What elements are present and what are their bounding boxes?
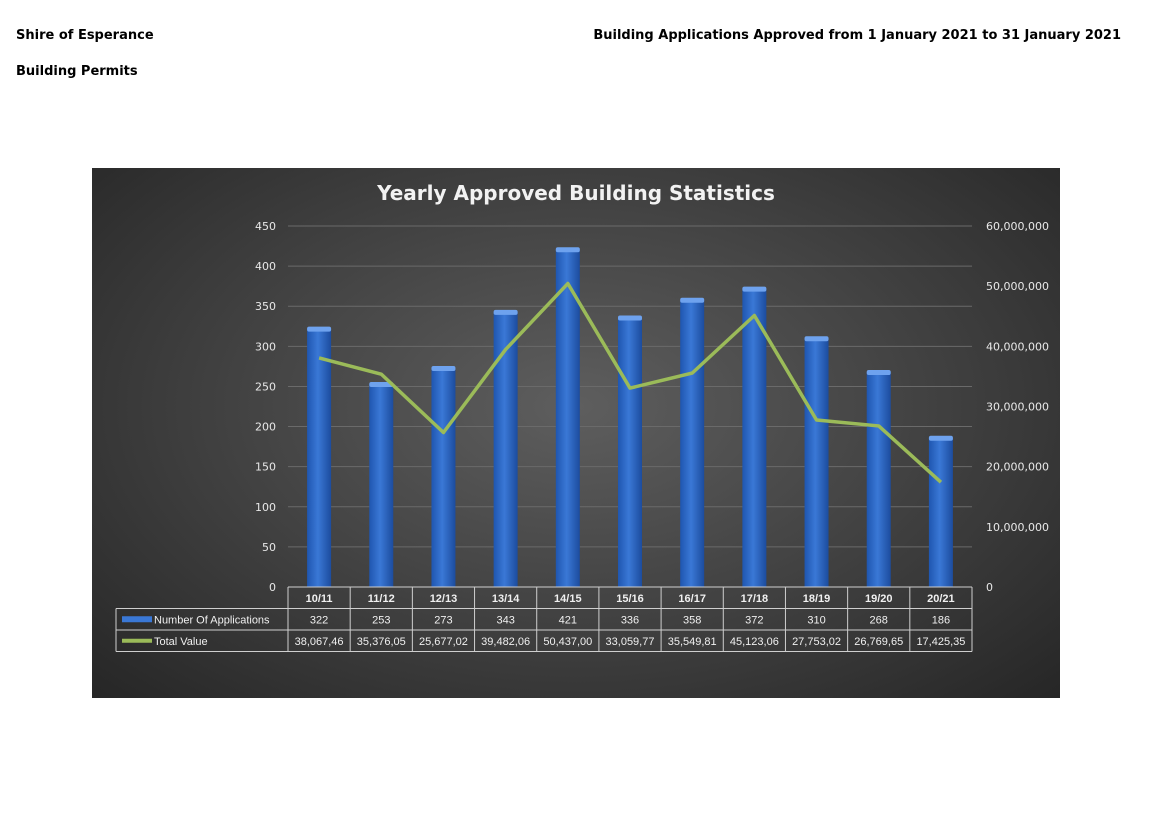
table-cell: 310 <box>807 614 825 626</box>
bar <box>618 317 642 587</box>
y-left-tick-label: 300 <box>255 340 276 353</box>
legend-label: Number Of Applications <box>154 614 270 626</box>
y-right-tick-label: 60,000,000 <box>986 220 1049 233</box>
x-category-label: 15/16 <box>616 593 644 605</box>
bar <box>431 367 456 587</box>
y-right-tick-label: 30,000,000 <box>986 401 1049 414</box>
y-left-tick-label: 0 <box>269 581 276 594</box>
table-cell: 268 <box>870 614 888 626</box>
bar-cap <box>742 286 767 292</box>
table-cell: 372 <box>745 614 763 626</box>
report-title: Building Applications Approved from 1 Ja… <box>593 28 1121 43</box>
x-category-label: 12/13 <box>430 593 458 605</box>
x-category-label: 13/14 <box>492 593 520 605</box>
table-cell: 38,067,46 <box>295 636 344 648</box>
bar-cap <box>493 309 518 315</box>
y-right-tick-label: 0 <box>986 581 993 594</box>
x-category-label: 16/17 <box>678 593 706 605</box>
bar-cap <box>307 326 332 332</box>
bar-cap <box>804 336 829 342</box>
y-right-tick-label: 10,000,000 <box>986 521 1049 534</box>
table-cell: 343 <box>496 614 514 626</box>
x-category-label: 17/18 <box>741 593 769 605</box>
section-title: Building Permits <box>16 64 138 79</box>
bar-cap <box>618 315 642 321</box>
table-cell: 50,437,00 <box>543 636 592 648</box>
table-cell: 26,769,65 <box>854 636 903 648</box>
x-category-label: 19/20 <box>865 593 893 605</box>
total-value-line <box>318 281 943 484</box>
combo-chart: Yearly Approved Building Statistics 0 50 10… <box>115 181 1049 652</box>
table-cell: 186 <box>932 614 950 626</box>
bar <box>928 437 953 587</box>
bar-cap <box>555 247 580 253</box>
table-cell: 253 <box>372 614 390 626</box>
x-category-label: 18/19 <box>803 593 831 605</box>
table-cell: 25,677,02 <box>419 636 468 648</box>
legend-key-bar <box>122 616 152 623</box>
x-category-label: 20/21 <box>927 593 955 605</box>
bar <box>555 249 580 587</box>
bar-cap <box>431 365 456 371</box>
table-cell: 27,753,02 <box>792 636 841 648</box>
bar <box>307 328 332 587</box>
bar <box>866 372 891 587</box>
y-left-tick-label: 250 <box>255 380 276 393</box>
bar-cap <box>369 382 394 388</box>
bar <box>680 299 705 587</box>
table-cell: 35,376,05 <box>357 636 406 648</box>
y-left-tick-label: 50 <box>262 541 276 554</box>
bar <box>369 384 394 587</box>
y-right-tick-label: 20,000,000 <box>986 461 1049 474</box>
table-cell: 322 <box>310 614 328 626</box>
y-right-tick-label: 50,000,000 <box>986 280 1049 293</box>
x-category-label: 10/11 <box>306 593 333 605</box>
table-cell: 336 <box>621 614 639 626</box>
bar <box>742 288 767 587</box>
table-cell: 358 <box>683 614 701 626</box>
table-cell: 45,123,06 <box>730 636 779 648</box>
bar-cap <box>866 370 891 376</box>
y-left-tick-label: 200 <box>255 421 276 434</box>
table-cell: 39,482,06 <box>481 636 530 648</box>
table-cell: 35,549,81 <box>668 636 717 648</box>
table-cell: 33,059,77 <box>606 636 655 648</box>
bar-cap <box>680 297 705 303</box>
y-left-tick-label: 450 <box>255 220 276 233</box>
bar-cap <box>928 435 953 441</box>
chart-title: Yearly Approved Building Statistics <box>376 181 775 205</box>
y-left-tick-label: 400 <box>255 260 276 273</box>
chart-panel: Yearly Approved Building Statistics 0 50 10… <box>92 168 1060 698</box>
y-left-tick-label: 350 <box>255 300 276 313</box>
y-left-tick-label: 100 <box>255 501 276 514</box>
table-cell: 273 <box>434 614 452 626</box>
table-cell: 17,425,35 <box>916 636 965 648</box>
x-category-label: 11/12 <box>368 593 395 605</box>
legend-label: Total Value <box>154 636 208 648</box>
bar <box>493 311 518 587</box>
organization-name: Shire of Esperance <box>16 28 154 43</box>
table-cell: 421 <box>559 614 577 626</box>
bar <box>804 338 829 587</box>
y-left-tick-label: 150 <box>255 461 276 474</box>
y-right-tick-label: 40,000,000 <box>986 340 1049 353</box>
x-category-label: 14/15 <box>554 593 582 605</box>
legend-key-line <box>122 638 152 643</box>
